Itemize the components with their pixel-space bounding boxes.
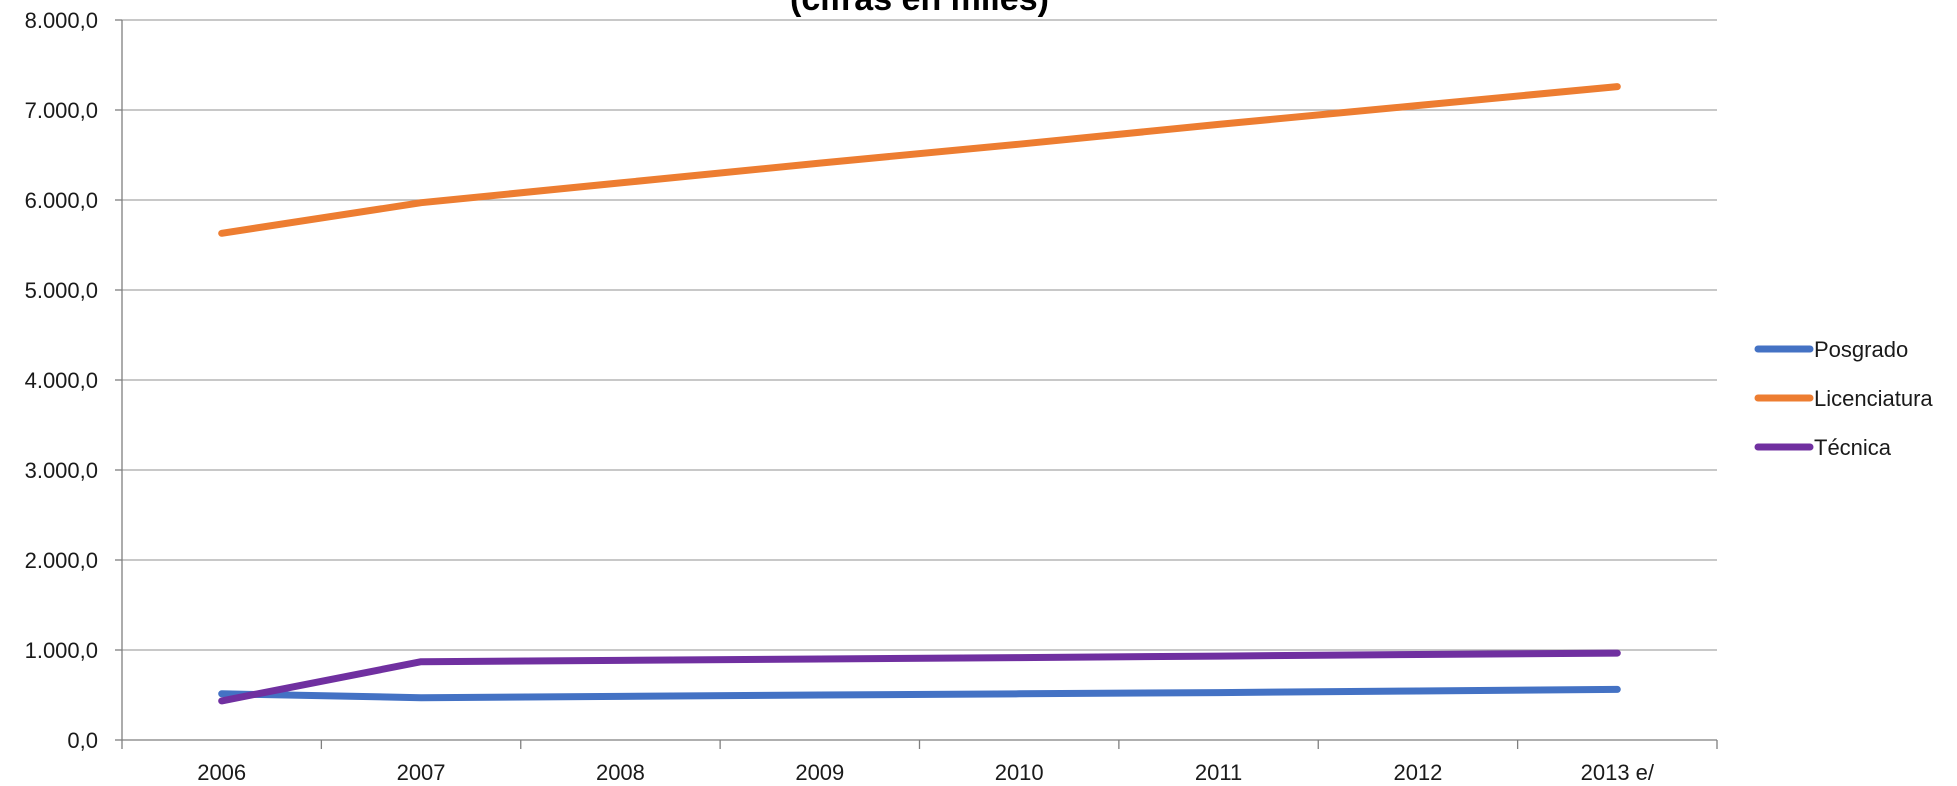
x-tick-label: 2011: [1195, 760, 1242, 785]
series-line-t-cnica: [218, 649, 1621, 705]
legend-label: Posgrado: [1814, 337, 1908, 362]
series-line-posgrado: [218, 685, 1621, 702]
y-tick-label: 2.000,0: [25, 548, 98, 573]
y-tick-label: 5.000,0: [25, 278, 98, 303]
x-tick-label: 2007: [397, 760, 446, 785]
legend-label: Técnica: [1814, 435, 1892, 460]
x-tick-label: 2008: [596, 760, 645, 785]
x-axis-ticks: 2006 2007 2008 2009 2010 2011 2012 2013 e/: [121, 740, 1718, 785]
y-tick-label: 3.000,0: [25, 458, 98, 483]
x-tick-label: 2006: [197, 760, 246, 785]
y-tick-label: 1.000,0: [25, 638, 98, 663]
x-tick-label: 2012: [1393, 760, 1442, 785]
y-tick-label: 4.000,0: [25, 368, 98, 393]
x-tick-label: 2010: [995, 760, 1044, 785]
series-lines: [218, 83, 1621, 705]
y-tick-label: 8.000,0: [25, 8, 98, 33]
chart-title: (cifras en miles): [790, 0, 1049, 18]
x-tick-label: 2009: [795, 760, 844, 785]
x-tick-label: 2013 e/: [1581, 760, 1655, 785]
y-tick-label: 6.000,0: [25, 188, 98, 213]
y-axis-ticks: 0,0 1.000,0 2.000,0 3.000,0 4.000,0 5.000,0 6.…: [25, 8, 122, 753]
series-line-licenciatura: [218, 83, 1621, 237]
legend-label: Licenciatura: [1814, 386, 1933, 411]
legend: Posgrado Licenciatura Técnica: [1754, 337, 1933, 460]
y-tick-label: 7.000,0: [25, 98, 98, 123]
y-tick-label: 0,0: [67, 728, 98, 753]
gridlines: [122, 19, 1717, 651]
